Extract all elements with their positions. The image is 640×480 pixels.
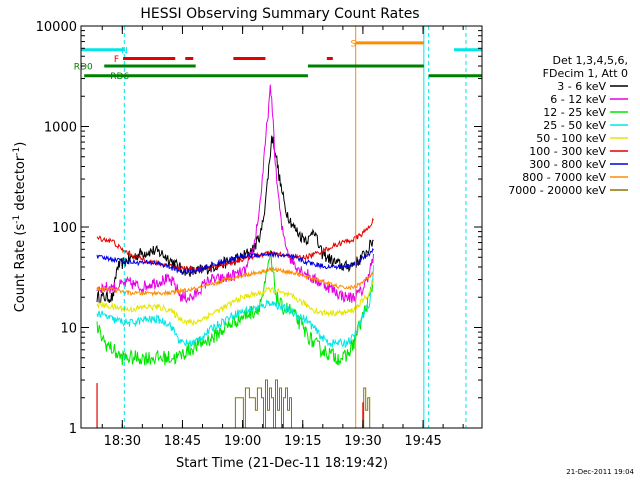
footer-date: 21-Dec-2011 19:04	[566, 468, 634, 476]
legend-label-6: 100 - 300 keV	[529, 145, 606, 158]
x-axis-label: Start Time (21-Dec-11 18:19:42)	[176, 456, 388, 471]
y-tick-label-1: 1	[69, 422, 77, 437]
status-bar-label-n: N	[121, 46, 128, 56]
legend: Det 1,3,4,5,6,FDecim 1, Att 03 - 6 keV6 …	[508, 54, 628, 197]
y-axis-label: Count Rate (s-1 detector-1)	[12, 142, 28, 313]
status-bar-label-rd0: RD0	[74, 62, 93, 72]
series-line-7	[96, 247, 374, 275]
series-line-5	[96, 278, 374, 327]
series-line-2	[96, 84, 374, 304]
legend-header-2: FDecim 1, Att 0	[543, 67, 628, 80]
y-axis-label-main: Count Rate (s	[13, 224, 28, 313]
legend-label-2: 6 - 12 keV	[550, 93, 606, 106]
y-axis-label-sup2: -1	[12, 147, 22, 156]
x-tick-label-2: 18:45	[164, 434, 201, 449]
legend-header-1: Det 1,3,4,5,6,	[552, 54, 628, 67]
series-line-3	[96, 250, 374, 366]
y-tick-label-2: 10	[60, 322, 77, 337]
y-axis-label-sup1: -1	[12, 215, 22, 224]
legend-label-5: 50 - 100 keV	[536, 132, 606, 145]
status-bar-label-rd6: RD6	[110, 72, 129, 82]
x-tick-label-5: 19:30	[344, 434, 381, 449]
x-tick-label-6: 19:45	[404, 434, 441, 449]
y-tick-label-4: 1000	[44, 121, 77, 136]
legend-label-3: 12 - 25 keV	[543, 106, 606, 119]
series-line-6	[96, 217, 374, 273]
y-tick-label-3: 100	[52, 221, 77, 236]
y-axis-label-mid: detector	[13, 155, 28, 215]
series-line-9	[233, 379, 371, 428]
legend-label-9: 7000 - 20000 keV	[508, 184, 606, 197]
series-line-1	[96, 135, 374, 304]
status-bar-label-s: S	[350, 39, 356, 49]
y-axis-label-end: )	[13, 142, 28, 147]
status-bars: N S F RD0 RD6	[74, 26, 482, 428]
series-layer	[96, 84, 374, 428]
x-tick-label-3: 19:00	[224, 434, 261, 449]
series-line-8	[96, 266, 374, 297]
chart-title: HESSI Observing Summary Count Rates	[140, 6, 419, 22]
legend-label-8: 800 - 7000 keV	[522, 171, 606, 184]
legend-label-7: 300 - 800 keV	[529, 158, 606, 171]
legend-label-4: 25 - 50 keV	[543, 119, 606, 132]
x-tick-label-4: 19:15	[284, 434, 321, 449]
series-line-4	[96, 265, 374, 349]
axes: 1 10 100 1000 10000 18:30 18:45 19:00 19:15 19:30…	[36, 20, 482, 449]
x-tick-label-1: 18:30	[104, 434, 141, 449]
status-bar-label-f: F	[114, 55, 119, 65]
y-tick-label-5: 10000	[36, 20, 77, 35]
legend-label-1: 3 - 6 keV	[557, 80, 606, 93]
